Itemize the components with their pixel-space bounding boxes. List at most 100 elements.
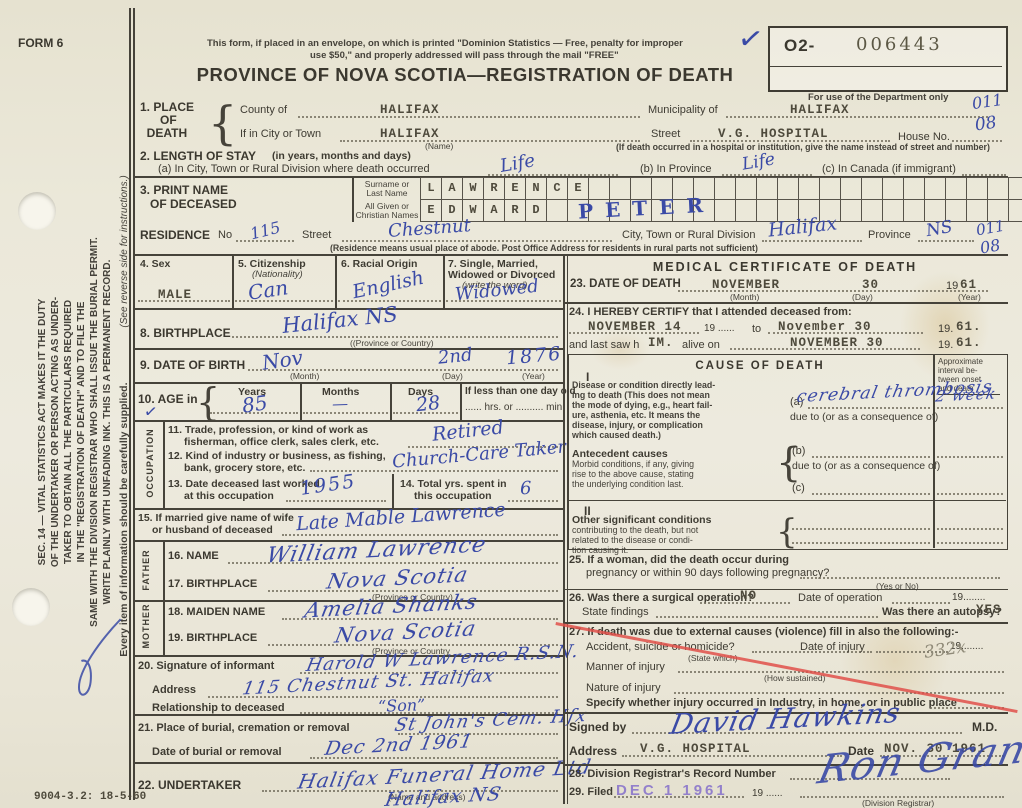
dept-only-note: For use of the Department only	[808, 92, 949, 103]
county-value: HALIFAX	[380, 103, 440, 117]
lastsaw-label2: alive on	[682, 339, 720, 351]
rule	[565, 712, 1008, 714]
rule	[135, 762, 563, 764]
age-months-line	[303, 412, 388, 414]
age-days-label: Days	[408, 386, 434, 398]
rule	[135, 348, 563, 350]
record-number-label: 28. Division Registrar's Record Number	[569, 768, 776, 780]
marital-sub2: (write the word)	[462, 280, 528, 291]
disease-label: Disease or condition directly lead- ing …	[572, 380, 716, 440]
rule	[565, 302, 1008, 304]
rule	[163, 540, 165, 600]
sex-line	[138, 300, 230, 302]
antecedent-sub: Morbid conditions, if any, giving rise t…	[572, 459, 695, 489]
q26-label2: Date of operation	[798, 592, 883, 604]
informant-sig-label: 20. Signature of informant	[138, 660, 275, 672]
dod-day: 30	[862, 278, 880, 292]
q25-label1: 25. If a woman, did the death occur duri…	[569, 554, 790, 566]
age-less-label: If less than one day old	[465, 386, 576, 397]
lastsaw-pre: 19.	[938, 339, 954, 351]
rule	[565, 622, 1008, 624]
mail-note-line2: use $50," and properly addressed will pa…	[310, 50, 619, 61]
birthplace-note: ((Province or Country)	[350, 338, 434, 348]
surname-box-label: Surname or Last Name	[364, 179, 410, 198]
racial-value: English	[350, 266, 426, 304]
cause-due2: due to (or as a consequence of)	[792, 460, 941, 472]
father-bp-line	[268, 590, 558, 592]
cause-a-label: (a)	[790, 396, 804, 408]
dod-month: NOVEMBER	[712, 278, 781, 292]
age-months-label: Months	[322, 386, 360, 398]
medical-cert-title: MEDICAL CERTIFICATE OF DEATH	[652, 260, 918, 274]
residence-street-value: Chestnut	[387, 215, 472, 242]
rule	[135, 308, 563, 310]
undertaker-label: 22. UNDERTAKER	[138, 778, 242, 792]
informant-sig-line	[300, 672, 558, 674]
cause-of-death-box	[568, 354, 1008, 550]
q26-label1: 26. Was there a surgical operation?	[569, 592, 754, 604]
signed-date-label: Date	[848, 744, 875, 758]
q27-accident-line	[752, 651, 872, 653]
occ-14-line	[508, 500, 558, 502]
filed-line	[614, 796, 744, 798]
dod-year-note: (Year)	[958, 292, 981, 302]
rule	[135, 508, 563, 510]
informant-rel-label: Relationship to deceased	[152, 702, 285, 714]
q27-label4: Manner of injury	[586, 661, 665, 673]
dod-year-pre: 19	[946, 280, 959, 292]
q27-label1: 27. If death was due to external causes …	[569, 626, 959, 638]
stay-a-label: (a) In City, Town or Rural Division wher…	[158, 163, 430, 175]
q27-specify-line	[930, 707, 1004, 709]
interval-c-line	[937, 493, 1003, 495]
occupation-side-label: OCCUPATION	[145, 428, 155, 498]
father-name-line	[228, 562, 558, 564]
residence-city-label: City, Town or Rural Division	[622, 229, 756, 241]
division-registrar-signature: Ron Grant	[813, 724, 1022, 794]
age-days-line	[393, 412, 458, 414]
city-town-line	[340, 140, 640, 142]
md-label: M.D.	[972, 720, 998, 734]
q27-statewhich-note: (State which)	[688, 653, 738, 663]
municipality-value: HALIFAX	[790, 103, 850, 117]
q25-line	[800, 577, 1000, 579]
sex-value: MALE	[158, 288, 193, 302]
informant-addr-label: Address	[152, 684, 197, 696]
burial-date-label: Date of burial or removal	[152, 746, 282, 758]
certify-from: NOVEMBER 14	[588, 320, 682, 334]
street-line	[690, 140, 890, 142]
informant-addr-line	[208, 696, 558, 698]
rule	[300, 382, 302, 420]
bottom-form-code: 9004-3.2: 18-5-60	[34, 791, 147, 803]
dod-month-note: (Month)	[730, 292, 760, 302]
interval-header: Approximate interval be- tween onset and…	[938, 357, 983, 393]
dob-year: 1876	[505, 342, 564, 370]
residence-label: RESIDENCE	[140, 228, 211, 242]
punch-hole	[18, 192, 56, 230]
spouse-value: Late Mable Lawrence	[295, 498, 507, 536]
residence-no-label: No	[218, 229, 233, 241]
page-title: PROVINCE OF NOVA SCOTIA—REGISTRATION OF …	[196, 64, 734, 85]
residence-province-label: Province	[868, 229, 911, 241]
rule	[135, 254, 1008, 256]
given-box-label: All Given or Christian Names	[355, 201, 419, 220]
rule	[335, 254, 337, 308]
certify-to: November 30	[778, 320, 872, 334]
certify-pre1: 19 ......	[704, 323, 735, 334]
stay-c-label: (c) In Canada (if immigrant)	[822, 163, 956, 175]
lastsaw-line	[730, 348, 920, 350]
age-years-value: 85	[240, 390, 269, 418]
burial-date-line	[310, 757, 558, 759]
occ-13-value: 1955	[298, 470, 358, 500]
serial-number: 006443	[856, 34, 943, 55]
rule	[392, 474, 394, 508]
county-label: County of	[240, 104, 288, 116]
undertaker-note: (Name and address)	[388, 792, 466, 802]
left-double-rule	[129, 8, 131, 800]
dod-day-note: (Day)	[852, 292, 873, 302]
rule	[443, 254, 445, 308]
q27-howsustained-note: (How sustained)	[764, 673, 826, 683]
father-name-label: 16. NAME	[168, 550, 219, 562]
mother-bp-note: (Province or Country	[372, 646, 450, 656]
